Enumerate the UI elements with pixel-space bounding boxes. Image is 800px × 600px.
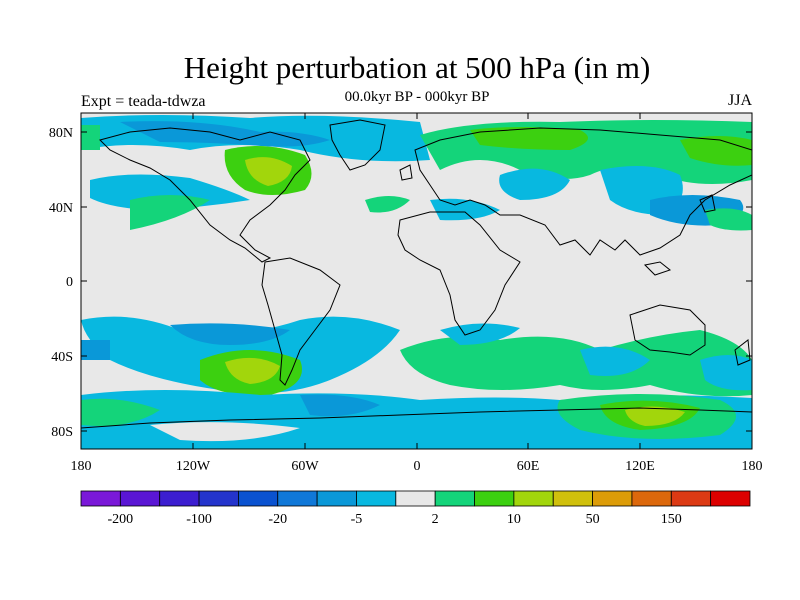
colorbar-swatch [119,490,161,507]
experiment-label: Expt = teada-tdwza [81,93,206,110]
season-label: JJA [727,92,752,109]
colorbar-swatch [159,490,200,507]
contour-fills [81,115,752,449]
lon-label-60w: 60W [291,459,319,474]
lat-axis [81,131,752,432]
colorbar-swatch [238,490,279,507]
map-title: Height perturbation at 500 hPa (in m) [183,50,651,85]
lon-label-0: 0 [414,459,421,474]
colorbar-swatch [277,490,318,507]
lon-label-120w: 120W [176,459,211,474]
colorbar-swatch [395,490,436,507]
lon-label-60e: 60E [517,459,540,474]
colorbar-label: -100 [186,512,212,527]
colorbar-swatch [474,490,515,507]
lat-label-40s: 40S [51,350,73,365]
colorbar-swatch [552,490,593,507]
colorbar-swatch [631,490,672,507]
colorbar-swatch [198,490,239,507]
colorbar-label: 50 [586,512,600,527]
lat-label-80n: 80N [49,126,73,141]
lat-label-40n: 40N [49,201,73,216]
colorbar-swatch [434,490,475,507]
lat-label-80s: 80S [51,425,73,440]
colorbar-swatch [592,490,633,507]
colorbar-swatch [513,490,554,507]
lon-label-120e: 120E [625,459,655,474]
colorbar-label: 150 [661,512,682,527]
lat-label-0: 0 [66,275,73,290]
lon-label-180w: 180 [71,459,92,474]
lon-label-180e: 180 [742,459,763,474]
colorbar-swatch [356,490,397,507]
colorbar-swatch [316,490,357,507]
map-subtitle: 00.0kyr BP - 000kyr BP [344,89,490,105]
map-panel [81,113,752,449]
colorbar-labels: -200 -100 -20 -5 2 10 50 150 [108,512,682,527]
colorbar-label: -20 [268,512,287,527]
colorbar-swatch [710,490,751,507]
colorbar [80,490,751,507]
coastlines [81,119,752,429]
lon-axis [192,113,641,449]
colorbar-swatch [80,490,121,507]
colorbar-swatch [670,490,712,507]
colorbar-label: 10 [507,512,521,527]
colorbar-label: -200 [108,512,134,527]
colorbar-label: -5 [351,512,363,527]
colorbar-label: 2 [432,512,439,527]
